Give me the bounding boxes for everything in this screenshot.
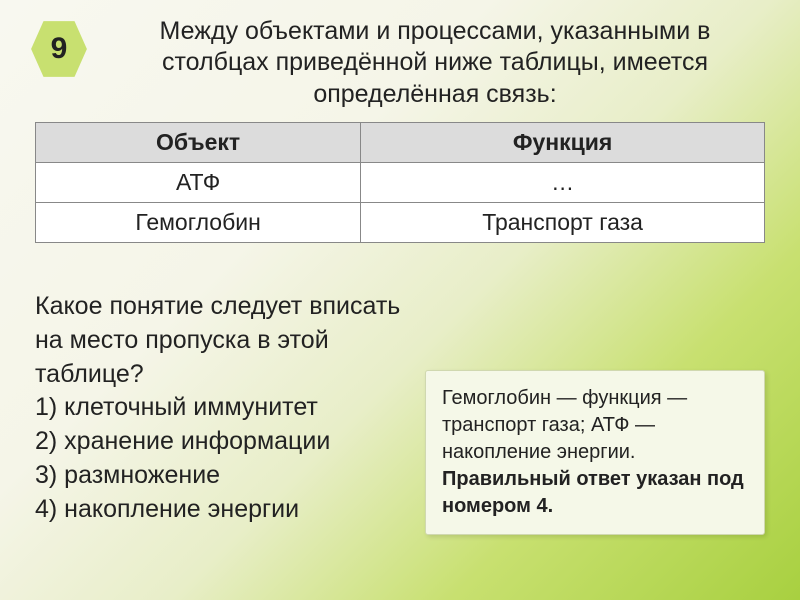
answer-text: Гемоглобин — функция — транспорт газа; А… [442, 387, 687, 463]
question-option: 4) накопление энергии [35, 493, 405, 527]
table-cell: … [361, 163, 765, 203]
table-header-row: Объект Функция [36, 123, 765, 163]
table-row: Гемоглобин Транспорт газа [36, 203, 765, 243]
question-option: 3) размножение [35, 459, 405, 493]
question-number: 9 [51, 32, 68, 66]
question-option: 1) клеточный иммунитет [35, 391, 405, 425]
table-row: АТФ … [36, 163, 765, 203]
question-number-badge: 9 [28, 18, 90, 80]
table-header-cell: Объект [36, 123, 361, 163]
table-header-cell: Функция [361, 123, 765, 163]
question-option: 2) хранение информации [35, 425, 405, 459]
heading-text: Между объектами и процессами, указанными… [110, 16, 760, 110]
table-cell: Гемоглобин [36, 203, 361, 243]
question-prompt: Какое понятие следует вписать на место п… [35, 290, 405, 391]
answer-bold: Правильный ответ указан под номером 4. [442, 468, 744, 517]
table-cell: Транспорт газа [361, 203, 765, 243]
question-block: Какое понятие следует вписать на место п… [35, 290, 405, 526]
answer-box: Гемоглобин — функция — транспорт газа; А… [425, 370, 765, 535]
table-cell: АТФ [36, 163, 361, 203]
relation-table: Объект Функция АТФ … Гемоглобин Транспор… [35, 122, 765, 243]
